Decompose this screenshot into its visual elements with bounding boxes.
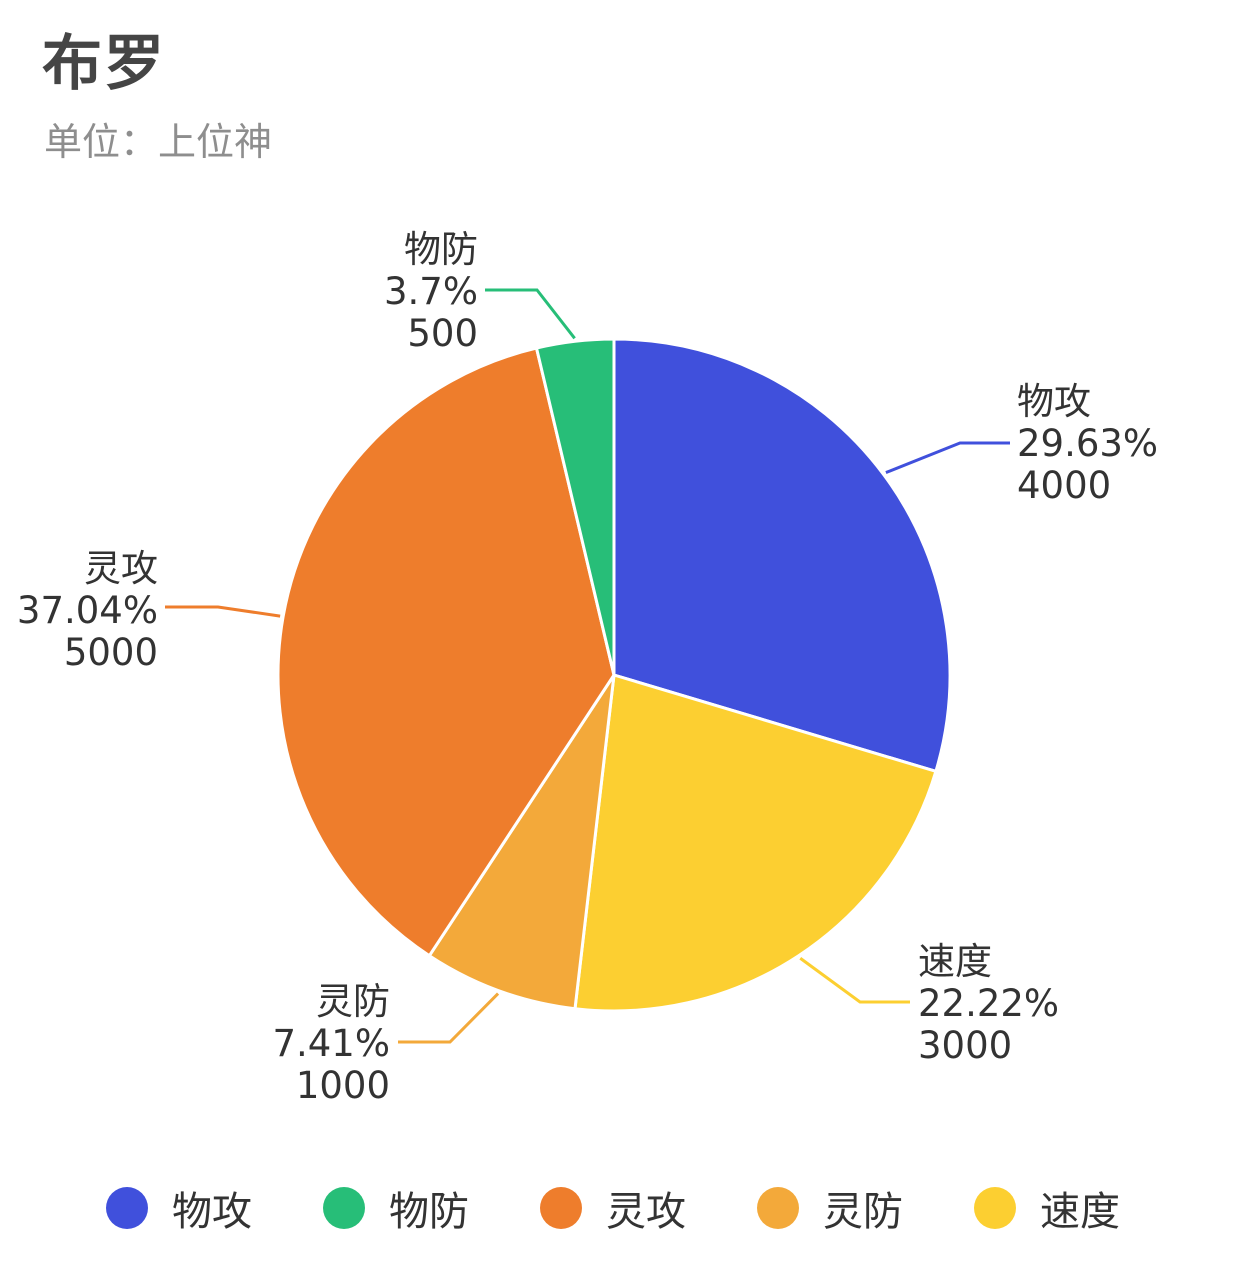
chart-subtitle: 单位：上位神 xyxy=(44,120,273,164)
slice-label-percent-2: 7.41% xyxy=(272,1022,390,1065)
slice-label-value-3: 5000 xyxy=(64,631,158,674)
leader-line-1 xyxy=(799,957,910,1004)
slice-label-percent-3: 37.04% xyxy=(17,589,158,632)
slice-label-name-2: 灵防 xyxy=(316,980,390,1023)
legend-label-3: 灵防 xyxy=(823,1189,903,1235)
slice-label-name-1: 速度 xyxy=(918,940,992,983)
slice-label-value-4: 500 xyxy=(407,312,478,355)
legend-label-4: 速度 xyxy=(1040,1189,1120,1235)
chart-title: 布罗 xyxy=(42,29,166,99)
slice-label-name-3: 灵攻 xyxy=(84,547,158,590)
legend-swatch-4 xyxy=(974,1187,1016,1229)
legend-item-2[interactable]: 灵攻 xyxy=(540,1178,686,1238)
legend-label-1: 物防 xyxy=(389,1189,469,1235)
chart-legend: 物攻 物防 灵攻 灵防 速度 xyxy=(0,1178,1240,1238)
slice-label-name-0: 物攻 xyxy=(1017,380,1091,423)
legend-item-4[interactable]: 速度 xyxy=(974,1178,1120,1238)
slice-label-name-4: 物防 xyxy=(404,228,478,271)
slice-label-value-1: 3000 xyxy=(918,1024,1012,1067)
leader-line-3 xyxy=(165,605,281,618)
legend-label-0: 物攻 xyxy=(172,1189,252,1235)
slice-label-value-2: 1000 xyxy=(296,1064,390,1107)
slice-label-value-0: 4000 xyxy=(1017,464,1111,507)
slice-label-percent-4: 3.7% xyxy=(384,270,478,313)
legend-swatch-3 xyxy=(757,1187,799,1229)
legend-swatch-1 xyxy=(323,1187,365,1229)
legend-label-2: 灵攻 xyxy=(606,1189,686,1235)
leader-line-2 xyxy=(398,992,500,1044)
leader-line-4 xyxy=(485,288,576,340)
pie-slice-0 xyxy=(612,337,952,774)
slice-label-percent-1: 22.22% xyxy=(918,982,1059,1025)
legend-swatch-2 xyxy=(540,1187,582,1229)
legend-item-1[interactable]: 物防 xyxy=(323,1178,469,1238)
pie-slice-2 xyxy=(427,674,616,1011)
pie-slice-3 xyxy=(276,346,616,958)
pie-slice-1 xyxy=(573,673,938,1013)
legend-item-0[interactable]: 物攻 xyxy=(106,1178,252,1238)
legend-swatch-0 xyxy=(106,1187,148,1229)
legend-item-3[interactable]: 灵防 xyxy=(757,1178,903,1238)
pie-slice-4 xyxy=(534,337,616,676)
leader-line-0 xyxy=(885,441,1010,474)
slice-label-percent-0: 29.63% xyxy=(1017,422,1158,465)
